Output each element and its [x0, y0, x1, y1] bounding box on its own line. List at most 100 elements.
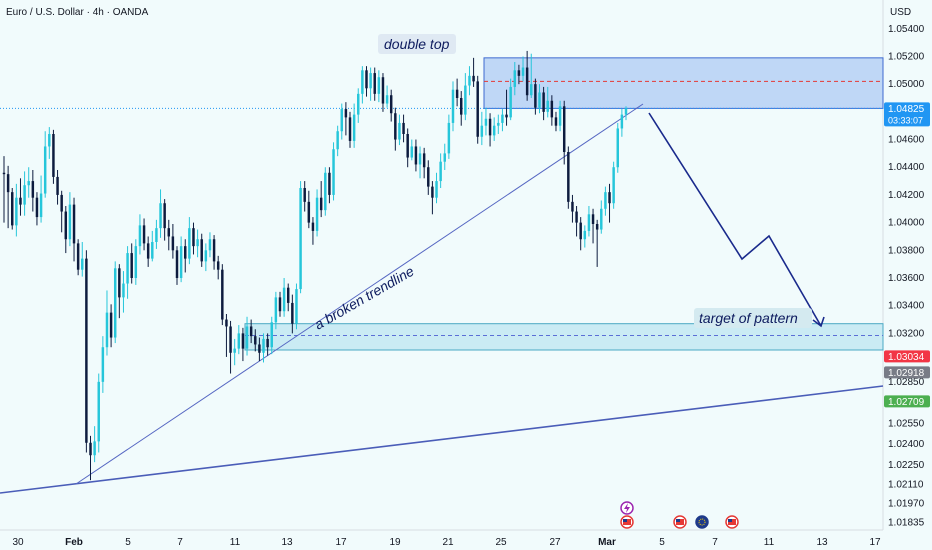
- candle[interactable]: [340, 103, 344, 140]
- candle[interactable]: [81, 242, 84, 277]
- candle[interactable]: [19, 178, 22, 216]
- candle[interactable]: [31, 170, 35, 212]
- candle[interactable]: [472, 57, 475, 87]
- candle[interactable]: [443, 143, 446, 170]
- candle[interactable]: [245, 316, 249, 356]
- candle[interactable]: [286, 283, 290, 312]
- candle[interactable]: [179, 236, 183, 283]
- candle[interactable]: [122, 271, 125, 313]
- candle[interactable]: [422, 147, 426, 179]
- candle[interactable]: [35, 192, 39, 226]
- candle[interactable]: [151, 230, 154, 262]
- candle[interactable]: [262, 333, 265, 363]
- candle[interactable]: [225, 314, 228, 357]
- candle[interactable]: [216, 255, 220, 280]
- time-axis[interactable]: 30 Feb 5 7 11 13 17 19 21 25 27 Mar 5 7 11 13 17: [12, 537, 881, 548]
- candle[interactable]: [109, 304, 113, 348]
- candle[interactable]: [431, 181, 434, 215]
- candle[interactable]: [447, 114, 451, 159]
- candle[interactable]: [324, 167, 327, 216]
- candle[interactable]: [604, 186, 607, 216]
- candle[interactable]: [15, 183, 18, 237]
- candle[interactable]: [171, 224, 175, 259]
- candle[interactable]: [307, 190, 311, 229]
- candle[interactable]: [558, 100, 562, 132]
- candle[interactable]: [278, 291, 282, 317]
- candle[interactable]: [254, 329, 257, 352]
- us-flag-icon[interactable]: [725, 515, 739, 529]
- candle[interactable]: [200, 233, 203, 267]
- candle[interactable]: [23, 171, 26, 216]
- candle[interactable]: [138, 214, 142, 255]
- candle[interactable]: [315, 189, 319, 237]
- zone-target[interactable]: [244, 323, 884, 351]
- candle[interactable]: [451, 81, 455, 132]
- candle[interactable]: [282, 278, 286, 317]
- candle[interactable]: [184, 239, 187, 273]
- candle[interactable]: [229, 320, 232, 374]
- candle[interactable]: [113, 261, 117, 344]
- candle[interactable]: [212, 235, 216, 270]
- zone-resistance[interactable]: [483, 57, 884, 109]
- candle[interactable]: [332, 142, 335, 201]
- candle[interactable]: [538, 84, 541, 114]
- candle[interactable]: [414, 139, 418, 172]
- candle[interactable]: [488, 113, 492, 147]
- candle[interactable]: [600, 200, 603, 234]
- candle[interactable]: [105, 290, 109, 356]
- candle[interactable]: [550, 95, 554, 126]
- broken-trendline[interactable]: [75, 103, 644, 485]
- candle[interactable]: [377, 70, 381, 103]
- candle[interactable]: [464, 73, 467, 121]
- candle[interactable]: [159, 189, 162, 238]
- candle[interactable]: [492, 117, 496, 141]
- candle[interactable]: [348, 111, 352, 148]
- candle[interactable]: [616, 122, 619, 173]
- candle[interactable]: [344, 102, 348, 136]
- candle[interactable]: [509, 78, 512, 121]
- candle[interactable]: [27, 167, 30, 198]
- candle[interactable]: [484, 107, 488, 136]
- lightning-icon[interactable]: [620, 501, 634, 515]
- long-support-trendline[interactable]: [0, 385, 884, 494]
- candle[interactable]: [2, 156, 6, 223]
- candle[interactable]: [455, 78, 459, 107]
- candle[interactable]: [571, 194, 574, 223]
- candle[interactable]: [505, 89, 508, 126]
- candle[interactable]: [56, 170, 59, 205]
- candle[interactable]: [64, 206, 68, 254]
- candle[interactable]: [554, 111, 558, 132]
- candle[interactable]: [43, 131, 47, 198]
- candle[interactable]: [501, 109, 504, 132]
- candle[interactable]: [530, 53, 533, 98]
- candle[interactable]: [126, 246, 129, 299]
- candle[interactable]: [48, 127, 51, 159]
- candle[interactable]: [608, 183, 611, 223]
- candle[interactable]: [266, 333, 269, 356]
- candle[interactable]: [258, 337, 261, 362]
- candle[interactable]: [130, 243, 133, 284]
- candle[interactable]: [435, 172, 438, 204]
- candle[interactable]: [68, 192, 72, 247]
- candle[interactable]: [249, 319, 253, 344]
- candle[interactable]: [579, 217, 582, 251]
- candle[interactable]: [274, 291, 278, 330]
- candle[interactable]: [221, 264, 224, 326]
- candle[interactable]: [587, 206, 591, 237]
- candle[interactable]: [459, 91, 463, 126]
- candle[interactable]: [303, 181, 306, 212]
- candle[interactable]: [546, 86, 549, 118]
- candle[interactable]: [418, 146, 422, 179]
- candle[interactable]: [175, 246, 179, 285]
- candle[interactable]: [11, 188, 14, 230]
- candle[interactable]: [595, 219, 599, 267]
- candle[interactable]: [394, 107, 397, 151]
- candle[interactable]: [476, 75, 479, 144]
- candle[interactable]: [357, 88, 360, 123]
- candle[interactable]: [373, 67, 376, 101]
- candle[interactable]: [295, 283, 298, 330]
- candle[interactable]: [624, 106, 628, 121]
- candle[interactable]: [204, 243, 208, 272]
- candle[interactable]: [410, 139, 414, 161]
- us-flag-icon[interactable]: [620, 515, 634, 529]
